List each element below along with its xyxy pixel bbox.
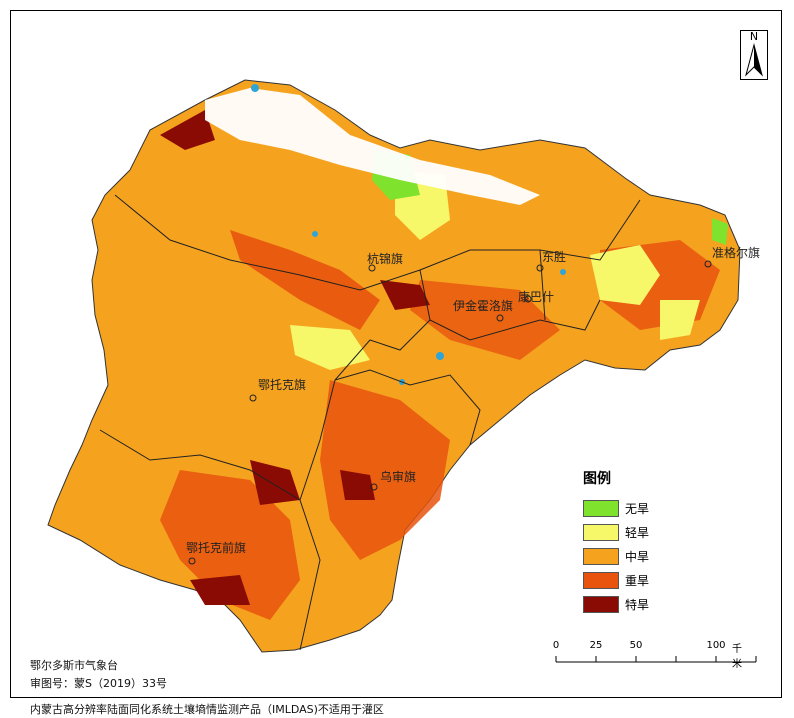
scale-tick-label: 50 bbox=[629, 640, 643, 651]
legend-swatch bbox=[583, 571, 619, 589]
legend-item: 特旱 bbox=[583, 592, 693, 616]
heavy-zone bbox=[410, 280, 560, 360]
water-body bbox=[312, 231, 318, 237]
agency-label: 鄂尔多斯市气象台 bbox=[30, 659, 118, 672]
legend-title: 图例 bbox=[583, 471, 611, 487]
place-label-hangjin: 杭锦旗 bbox=[367, 252, 404, 266]
light-zone bbox=[660, 300, 700, 340]
scale-tick-label: 25 bbox=[589, 640, 603, 651]
legend-swatch bbox=[583, 547, 619, 565]
none-zone bbox=[712, 218, 728, 245]
water-body bbox=[251, 84, 259, 92]
light-zone bbox=[290, 325, 370, 370]
place-markers bbox=[188, 260, 712, 565]
heavy-zone bbox=[320, 380, 450, 560]
legend-label: 无旱 bbox=[625, 501, 650, 516]
light-zone bbox=[590, 245, 660, 305]
extreme-zone bbox=[380, 280, 430, 310]
legend-label: 中旱 bbox=[625, 549, 650, 564]
legend-label: 特旱 bbox=[625, 597, 650, 612]
north-arrow-icon bbox=[745, 43, 763, 77]
nodata-zone bbox=[205, 88, 540, 205]
place-label-wushen: 乌审旗 bbox=[380, 470, 417, 484]
legend-item: 重旱 bbox=[583, 568, 693, 592]
place-label-zhungeer: 准格尔旗 bbox=[712, 246, 761, 260]
water-body bbox=[560, 269, 566, 275]
extreme-zone bbox=[190, 575, 250, 605]
place-label-etuokeqianqi: 鄂托克前旗 bbox=[186, 541, 247, 555]
legend-label: 重旱 bbox=[625, 573, 650, 588]
place-label-yijinhuoluo: 伊金霍洛旗 bbox=[453, 299, 514, 313]
scale-bar: 0 25 50 100 千米 bbox=[553, 640, 753, 670]
legend-swatch bbox=[583, 595, 619, 613]
legend-item: 中旱 bbox=[583, 544, 693, 568]
extreme-zone bbox=[250, 460, 300, 505]
north-arrow: N bbox=[740, 30, 768, 80]
water-body bbox=[436, 352, 444, 360]
legend-swatch bbox=[583, 499, 619, 517]
place-label-kangbashi: 康巴什 bbox=[518, 290, 555, 304]
legend-item: 轻旱 bbox=[583, 520, 693, 544]
heavy-zone bbox=[160, 470, 300, 620]
extreme-zone bbox=[160, 110, 215, 150]
extreme-zone bbox=[340, 470, 375, 500]
legend-swatch bbox=[583, 523, 619, 541]
north-label: N bbox=[749, 30, 759, 43]
scale-tick-label: 100 bbox=[706, 640, 726, 651]
heavy-zone bbox=[230, 230, 380, 330]
place-label-etuokeqi: 鄂托克旗 bbox=[258, 378, 307, 392]
place-label-dongsheng: 东胜 bbox=[542, 250, 567, 264]
scale-bar-graphic bbox=[555, 656, 757, 663]
legend-label: 轻旱 bbox=[625, 525, 650, 540]
county-boundaries bbox=[99, 194, 641, 651]
legend-item: 无旱 bbox=[583, 496, 693, 520]
approval-number: 审图号：蒙S（2019）33号 bbox=[30, 677, 167, 690]
scale-unit: 千米 bbox=[732, 644, 742, 670]
scale-tick-label: 0 bbox=[552, 640, 560, 651]
product-note: 内蒙古高分辨率陆面同化系统土壤墒情监测产品（IMLDAS)不适用于灌区 bbox=[30, 703, 384, 716]
legend: 图例 无旱 轻旱 中旱 重旱 特旱 bbox=[583, 468, 693, 616]
